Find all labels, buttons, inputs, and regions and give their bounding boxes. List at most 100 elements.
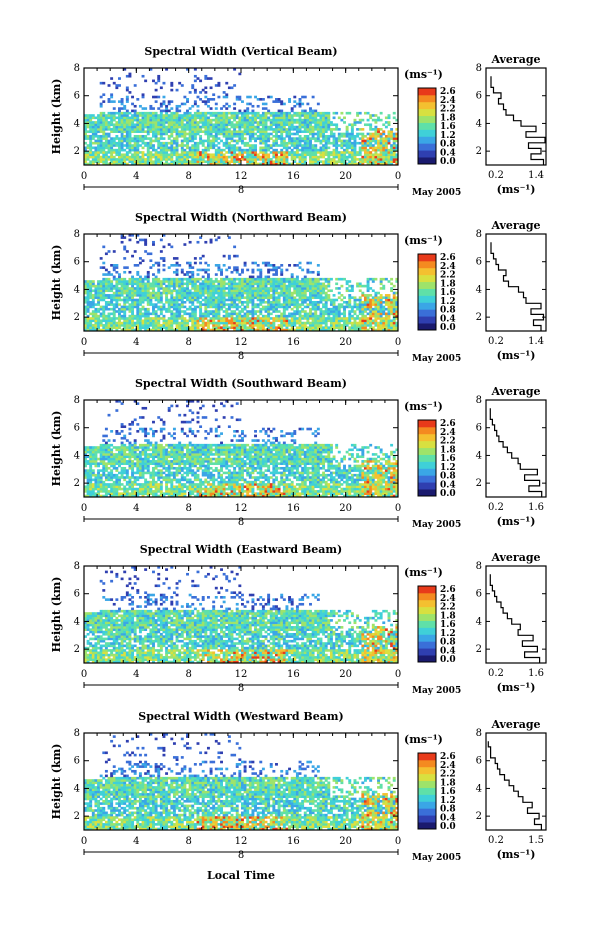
x-tick-label: 0 [81, 171, 87, 182]
x-tick-label: 0 [395, 337, 401, 348]
y-tick-label: 2 [74, 312, 80, 323]
y-tick-label: 4 [74, 284, 80, 295]
date-label: May 2005 [412, 520, 461, 530]
colorbar-tick-label: 0.4 [440, 480, 456, 490]
average-profile: Average 2 4 6 8 0.2 1.4 (ms⁻¹) [476, 53, 547, 196]
colorbar-tick-label: 2.6 [440, 253, 456, 263]
average-y-tick-label: 4 [476, 616, 482, 627]
panel-1: Spectral Width (Vertical Beam)0 4 8 12 16 20 0… [50, 45, 547, 198]
average-y-tick-label: 2 [476, 811, 482, 822]
colorbar-tick-label: 0.8 [440, 140, 456, 150]
x-tick-label: 4 [133, 171, 139, 182]
colorbar-tick-label: 1.8 [440, 611, 456, 621]
y-tick-label: 2 [74, 478, 80, 489]
average-y-tick-label: 6 [476, 423, 482, 434]
colorbar-tick-label: 1.2 [440, 297, 456, 307]
panel-3: Spectral Width (Southward Beam)0 4 8 12 16 20… [50, 377, 547, 530]
x-tick-label: 12 [235, 503, 248, 514]
y-axis-label: Height (km) [50, 245, 63, 321]
x-tick-label: 8 [185, 836, 191, 847]
panel-title: Spectral Width (Vertical Beam) [144, 45, 337, 58]
colorbar-unit: (ms⁻¹) [404, 400, 443, 413]
colorbar-tick-label: 1.6 [440, 787, 456, 797]
x-axis-label: Local Time [207, 869, 275, 882]
y-tick-label: 6 [74, 257, 80, 268]
colorbar-tick-label: 0.0 [440, 655, 456, 665]
x-tick-label: 8 [185, 337, 191, 348]
date-label: May 2005 [412, 853, 461, 863]
x-tick-label: 16 [287, 337, 300, 348]
y-tick-label: 2 [74, 644, 80, 655]
y-tick-label: 6 [74, 589, 80, 600]
colorbar-tick-label: 2.2 [440, 770, 456, 780]
x-tick-label: 16 [287, 503, 300, 514]
y-tick-label: 6 [74, 756, 80, 767]
average-y-tick-label: 6 [476, 91, 482, 102]
y-tick-label: 4 [74, 783, 80, 794]
y-axis-label: Height (km) [50, 744, 63, 820]
average-y-tick-label: 8 [476, 561, 482, 572]
date-label: May 2005 [412, 188, 461, 198]
colorbar-tick-label: 2.4 [440, 96, 456, 106]
heatmap [84, 68, 399, 166]
day-label: 8 [238, 850, 244, 861]
average-y-tick-label: 8 [476, 395, 482, 406]
colorbar-tick-label: 1.8 [440, 778, 456, 788]
panel-title: Spectral Width (Southward Beam) [135, 377, 347, 390]
colorbar-tick-label: 2.4 [440, 428, 456, 438]
average-y-tick-label: 4 [476, 450, 482, 461]
x-tick-label: 20 [339, 669, 352, 680]
average-x-tick-label: 0.2 [488, 502, 504, 513]
average-profile-line [487, 741, 542, 830]
colorbar-tick-label: 0.8 [440, 472, 456, 482]
colorbar-tick-label: 0.4 [440, 646, 456, 656]
average-unit: (ms⁻¹) [497, 515, 536, 528]
average-x-tick-label: 1.4 [528, 336, 544, 347]
colorbar-tick-label: 0.4 [440, 314, 456, 324]
average-title: Average [490, 385, 540, 398]
colorbar-tick-label: 1.2 [440, 463, 456, 473]
colorbar-tick-label: 2.4 [440, 262, 456, 272]
colorbar-tick-label: 2.6 [440, 419, 456, 429]
x-tick-label: 0 [395, 171, 401, 182]
average-y-tick-label: 2 [476, 312, 482, 323]
panel-title: Spectral Width (Northward Beam) [135, 211, 347, 224]
colorbar-tick-label: 2.2 [440, 105, 456, 115]
colorbar-tick-label: 2.6 [440, 752, 456, 762]
colorbar-tick-label: 1.6 [440, 454, 456, 464]
average-profile-line [490, 242, 545, 331]
y-tick-label: 6 [74, 423, 80, 434]
x-tick-label: 20 [339, 836, 352, 847]
average-y-tick-label: 2 [476, 146, 482, 157]
x-tick-label: 12 [235, 171, 248, 182]
colorbar-tick-label: 1.8 [440, 279, 456, 289]
y-tick-label: 8 [74, 395, 80, 406]
panel-2: Spectral Width (Northward Beam)0 4 8 12 16 20… [50, 211, 547, 364]
average-profile: Average 2 4 6 8 0.2 1.6 (ms⁻¹) [476, 385, 547, 528]
average-y-tick-label: 2 [476, 478, 482, 489]
average-y-tick-label: 4 [476, 783, 482, 794]
x-tick-label: 4 [133, 836, 139, 847]
x-tick-label: 12 [235, 337, 248, 348]
x-tick-label: 20 [339, 503, 352, 514]
x-tick-label: 0 [395, 503, 401, 514]
panel-5: Spectral Width (Westward Beam)0 4 8 12 16 20 0… [50, 710, 547, 863]
average-x-tick-label: 0.2 [488, 336, 504, 347]
average-title: Average [490, 718, 540, 731]
colorbar-tick-label: 1.6 [440, 122, 456, 132]
x-tick-label: 0 [395, 669, 401, 680]
colorbar-tick-label: 0.8 [440, 306, 456, 316]
colorbar-tick-label: 0.4 [440, 813, 456, 823]
day-label: 8 [238, 683, 244, 694]
colorbar: 2.62.42.21.81.61.20.80.40.0 [417, 87, 456, 167]
colorbar: 2.62.42.21.81.61.20.80.40.0 [417, 253, 456, 333]
y-axis-label: Height (km) [50, 577, 63, 653]
colorbar-tick-label: 0.8 [440, 638, 456, 648]
average-x-tick-label: 1.4 [528, 170, 544, 181]
y-tick-label: 8 [74, 561, 80, 572]
y-tick-label: 6 [74, 91, 80, 102]
average-y-tick-label: 6 [476, 257, 482, 268]
average-unit: (ms⁻¹) [497, 349, 536, 362]
x-tick-label: 4 [133, 337, 139, 348]
